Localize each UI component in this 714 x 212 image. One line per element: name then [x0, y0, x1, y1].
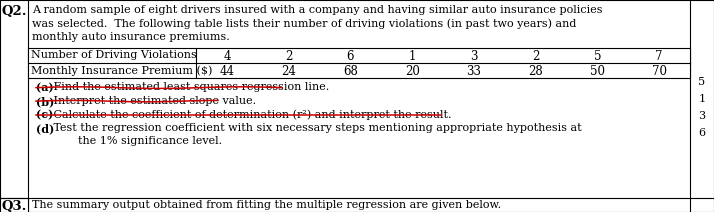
Text: the 1% significance level.: the 1% significance level. [50, 137, 222, 146]
Text: 3: 3 [470, 50, 478, 63]
Text: Interpret the estimated slope value.: Interpret the estimated slope value. [50, 96, 256, 106]
Text: 2: 2 [285, 50, 292, 63]
Text: (d): (d) [36, 123, 54, 134]
Text: Q2.: Q2. [1, 5, 26, 18]
Bar [0, 0, 28, 212]
Bar [690, 0, 714, 212]
Text: The summary output obtained from fitting the multiple regression are given below: The summary output obtained from fitting… [32, 200, 501, 210]
Text: A random sample of eight drivers insured with a company and having similar auto : A random sample of eight drivers insured… [32, 5, 603, 15]
Text: 44: 44 [219, 65, 234, 78]
Text: was selected.  The following table lists their number of driving violations (in : was selected. The following table lists … [32, 18, 576, 29]
Text: (c): (c) [36, 110, 54, 120]
Bar [0, 198, 28, 212]
Bar [28, 47, 690, 78]
Text: 4: 4 [223, 50, 231, 63]
Text: 70: 70 [652, 65, 667, 78]
Text: 50: 50 [590, 65, 605, 78]
Text: (b): (b) [36, 96, 54, 107]
Text: 7: 7 [655, 50, 663, 63]
Text: 20: 20 [405, 65, 420, 78]
Text: Monthly Insurance Premium ($): Monthly Insurance Premium ($) [31, 65, 212, 75]
Text: Test the regression coefficient with six necessary steps mentioning appropriate : Test the regression coefficient with six… [50, 123, 581, 133]
Text: Calculate the coefficient of determination (r²) and interpret the result.: Calculate the coefficient of determinati… [50, 110, 451, 120]
Text: 2: 2 [532, 50, 539, 63]
Text: 1: 1 [698, 93, 705, 104]
Text: monthly auto insurance premiums.: monthly auto insurance premiums. [32, 32, 230, 42]
Text: 5: 5 [593, 50, 601, 63]
Text: 3: 3 [698, 110, 705, 121]
Text: 68: 68 [343, 65, 358, 78]
Text: Q3.: Q3. [1, 200, 26, 212]
Text: 28: 28 [528, 65, 543, 78]
Text: 6: 6 [346, 50, 354, 63]
Text: 33: 33 [466, 65, 481, 78]
Text: (a): (a) [36, 82, 54, 93]
Text: Find the estimated least squares regression line.: Find the estimated least squares regress… [50, 82, 329, 92]
Text: 6: 6 [698, 127, 705, 138]
Text: 1: 1 [408, 50, 416, 63]
Text: 5: 5 [698, 77, 705, 87]
Text: Number of Driving Violations: Number of Driving Violations [31, 50, 197, 60]
Text: 24: 24 [281, 65, 296, 78]
